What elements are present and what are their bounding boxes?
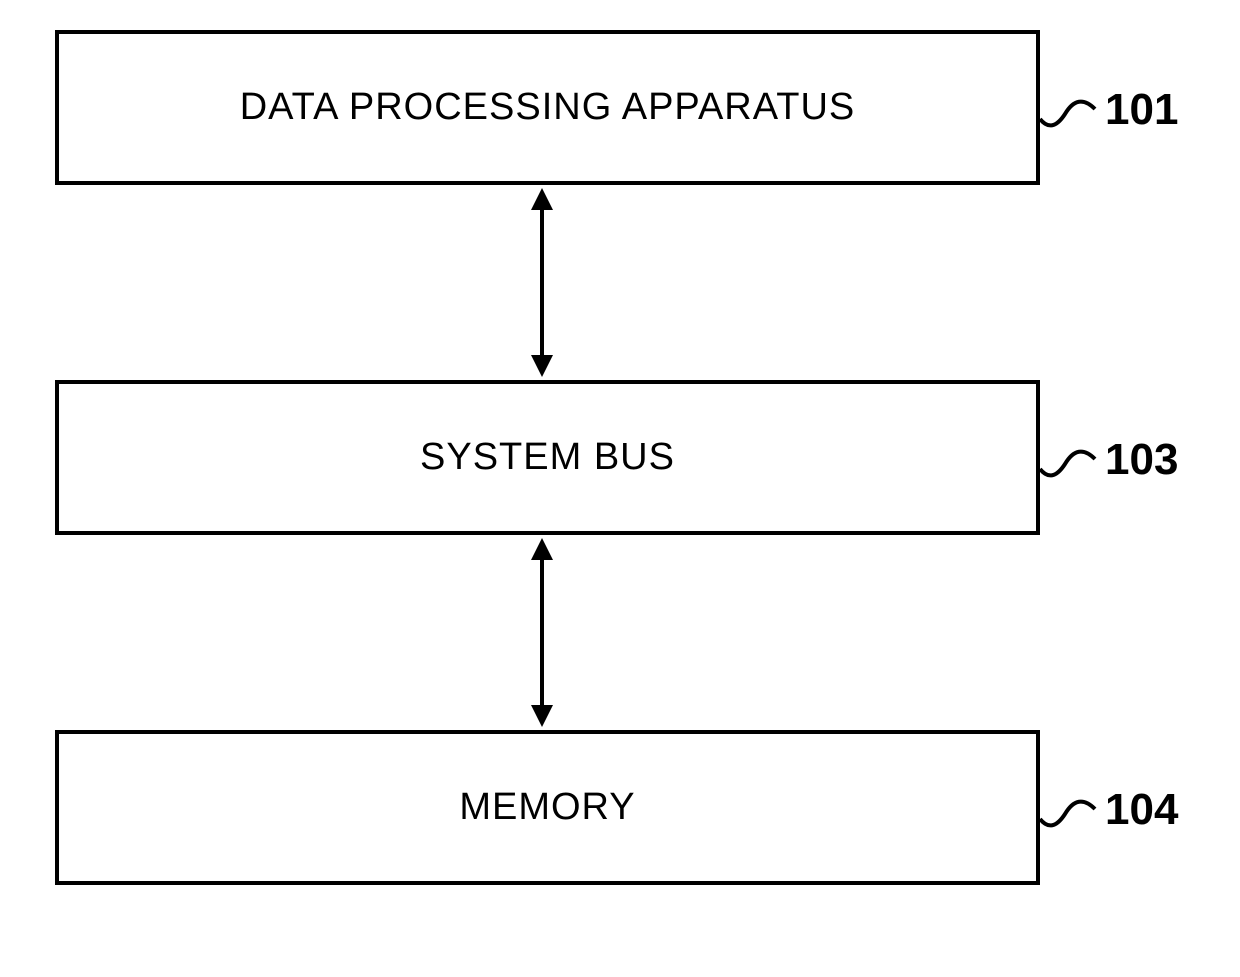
block-label: DATA PROCESSING APPARATUS [240, 86, 856, 129]
diagram-container: DATA PROCESSING APPARATUS SYSTEM BUS MEM… [0, 0, 1240, 977]
arrowhead-up-icon [531, 538, 553, 560]
arrowhead-down-icon [531, 705, 553, 727]
arrowhead-down-icon [531, 355, 553, 377]
arrow-line-2 [540, 555, 544, 710]
connector-tilde-icon [1040, 434, 1105, 484]
connector-tilde-icon [1040, 84, 1105, 134]
block-label: SYSTEM BUS [420, 436, 675, 479]
data-processing-apparatus-block: DATA PROCESSING APPARATUS [55, 30, 1040, 185]
reference-label-101: 101 [1105, 85, 1178, 135]
block-label: MEMORY [459, 786, 635, 829]
reference-label-104: 104 [1105, 785, 1178, 835]
connector-tilde-icon [1040, 784, 1105, 834]
system-bus-block: SYSTEM BUS [55, 380, 1040, 535]
arrowhead-up-icon [531, 188, 553, 210]
arrow-line-1 [540, 205, 544, 360]
reference-label-103: 103 [1105, 435, 1178, 485]
memory-block: MEMORY [55, 730, 1040, 885]
